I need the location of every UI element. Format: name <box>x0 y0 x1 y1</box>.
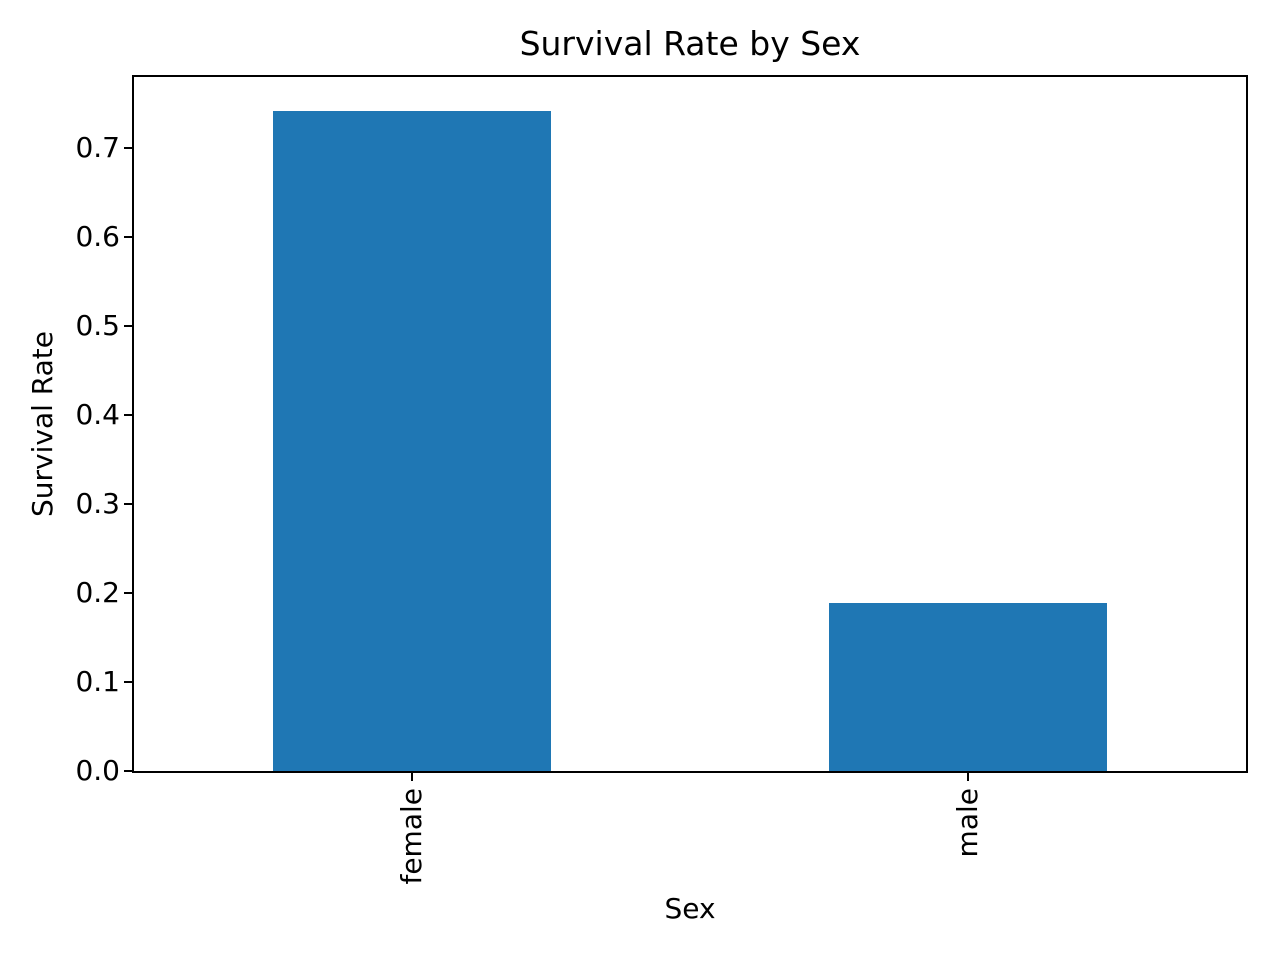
y-tick-label: 0.7 <box>75 131 120 164</box>
plot-area <box>132 75 1248 773</box>
y-tick-mark <box>124 592 132 594</box>
y-tick-mark <box>124 503 132 505</box>
x-tick-label-male: male <box>951 788 1022 857</box>
y-tick-mark <box>124 414 132 416</box>
bar-male <box>829 603 1107 771</box>
chart-title: Survival Rate by Sex <box>519 24 861 63</box>
x-tick-label-text: male <box>951 788 984 858</box>
y-tick-mark <box>124 236 132 238</box>
y-tick-label: 0.4 <box>75 398 120 431</box>
y-tick-label: 0.5 <box>75 309 120 342</box>
y-tick-mark <box>124 770 132 772</box>
x-tick-label-female: female <box>395 788 494 885</box>
y-tick-label: 0.0 <box>75 754 120 787</box>
y-tick-label: 0.2 <box>75 576 120 609</box>
x-axis-label: Sex <box>664 892 716 925</box>
y-tick-label: 0.1 <box>75 665 120 698</box>
y-tick-label: 0.3 <box>75 487 120 520</box>
y-tick-mark <box>124 325 132 327</box>
y-tick-mark <box>124 681 132 683</box>
y-tick-mark <box>124 147 132 149</box>
y-tick-label: 0.6 <box>75 220 120 253</box>
x-tick-mark <box>967 773 969 781</box>
x-tick-label-text: female <box>395 788 428 885</box>
x-tick-mark <box>411 773 413 781</box>
bar-female <box>273 111 551 771</box>
